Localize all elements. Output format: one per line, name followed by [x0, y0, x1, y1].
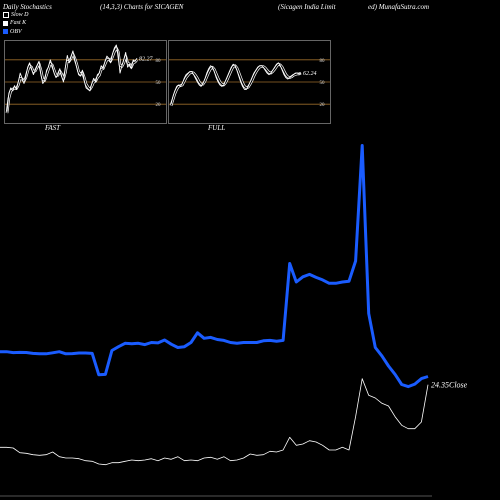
- fast-level-label-50: 50: [156, 81, 162, 86]
- legend-label-obv: OBV: [10, 28, 22, 35]
- fast-last-value-label: 82.27: [139, 56, 154, 62]
- full-panel-label: FULL: [208, 124, 226, 132]
- legend-label-fast-k: Fast K: [10, 20, 27, 27]
- close-price-line: [0, 378, 429, 466]
- fast-level-label-80: 80: [156, 59, 162, 64]
- fast-slow-d-line: [6, 47, 138, 114]
- obv-line: [0, 144, 429, 389]
- full-stochastic-plot: 80 50 20 62.24: [169, 59, 330, 108]
- full-level-label-20: 20: [320, 103, 326, 108]
- legend-item-fast-k: Fast K: [3, 19, 29, 27]
- chart-legend: Slow D Fast K OBV: [3, 11, 29, 36]
- chart-header-right-2: ed) MunafaSutra.com: [368, 3, 430, 11]
- full-last-value-label: 62.24: [303, 70, 317, 77]
- chart-header-left: Daily Stochastics: [3, 3, 52, 11]
- legend-swatch-fast-k: [3, 20, 8, 26]
- legend-swatch-slow-d: [3, 12, 9, 19]
- full-fast-k-line: [170, 62, 302, 105]
- fast-level-label-20: 20: [156, 103, 162, 108]
- chart-header-center: (14,3,3) Charts for SICAGEN: [100, 3, 184, 11]
- chart-header-right-1: (Sicagen India Limit: [278, 3, 336, 11]
- legend-item-slow-d: Slow D: [3, 11, 29, 19]
- full-level-label-80: 80: [320, 59, 326, 64]
- close-last-value-label: 24.35Close: [431, 381, 468, 390]
- legend-swatch-obv: [3, 29, 8, 35]
- fast-stochastic-plot: 80 50 20 82.27: [5, 44, 166, 114]
- fast-stochastic-panel: 80 50 20 82.27: [4, 40, 167, 124]
- fast-fast-k-line: [6, 44, 138, 112]
- full-stochastic-panel: 80 50 20 62.24: [168, 40, 331, 124]
- legend-label-slow-d: Slow D: [11, 12, 29, 18]
- legend-item-obv: OBV: [3, 28, 29, 36]
- full-level-label-50: 50: [320, 81, 326, 86]
- fast-panel-label: FAST: [45, 124, 61, 132]
